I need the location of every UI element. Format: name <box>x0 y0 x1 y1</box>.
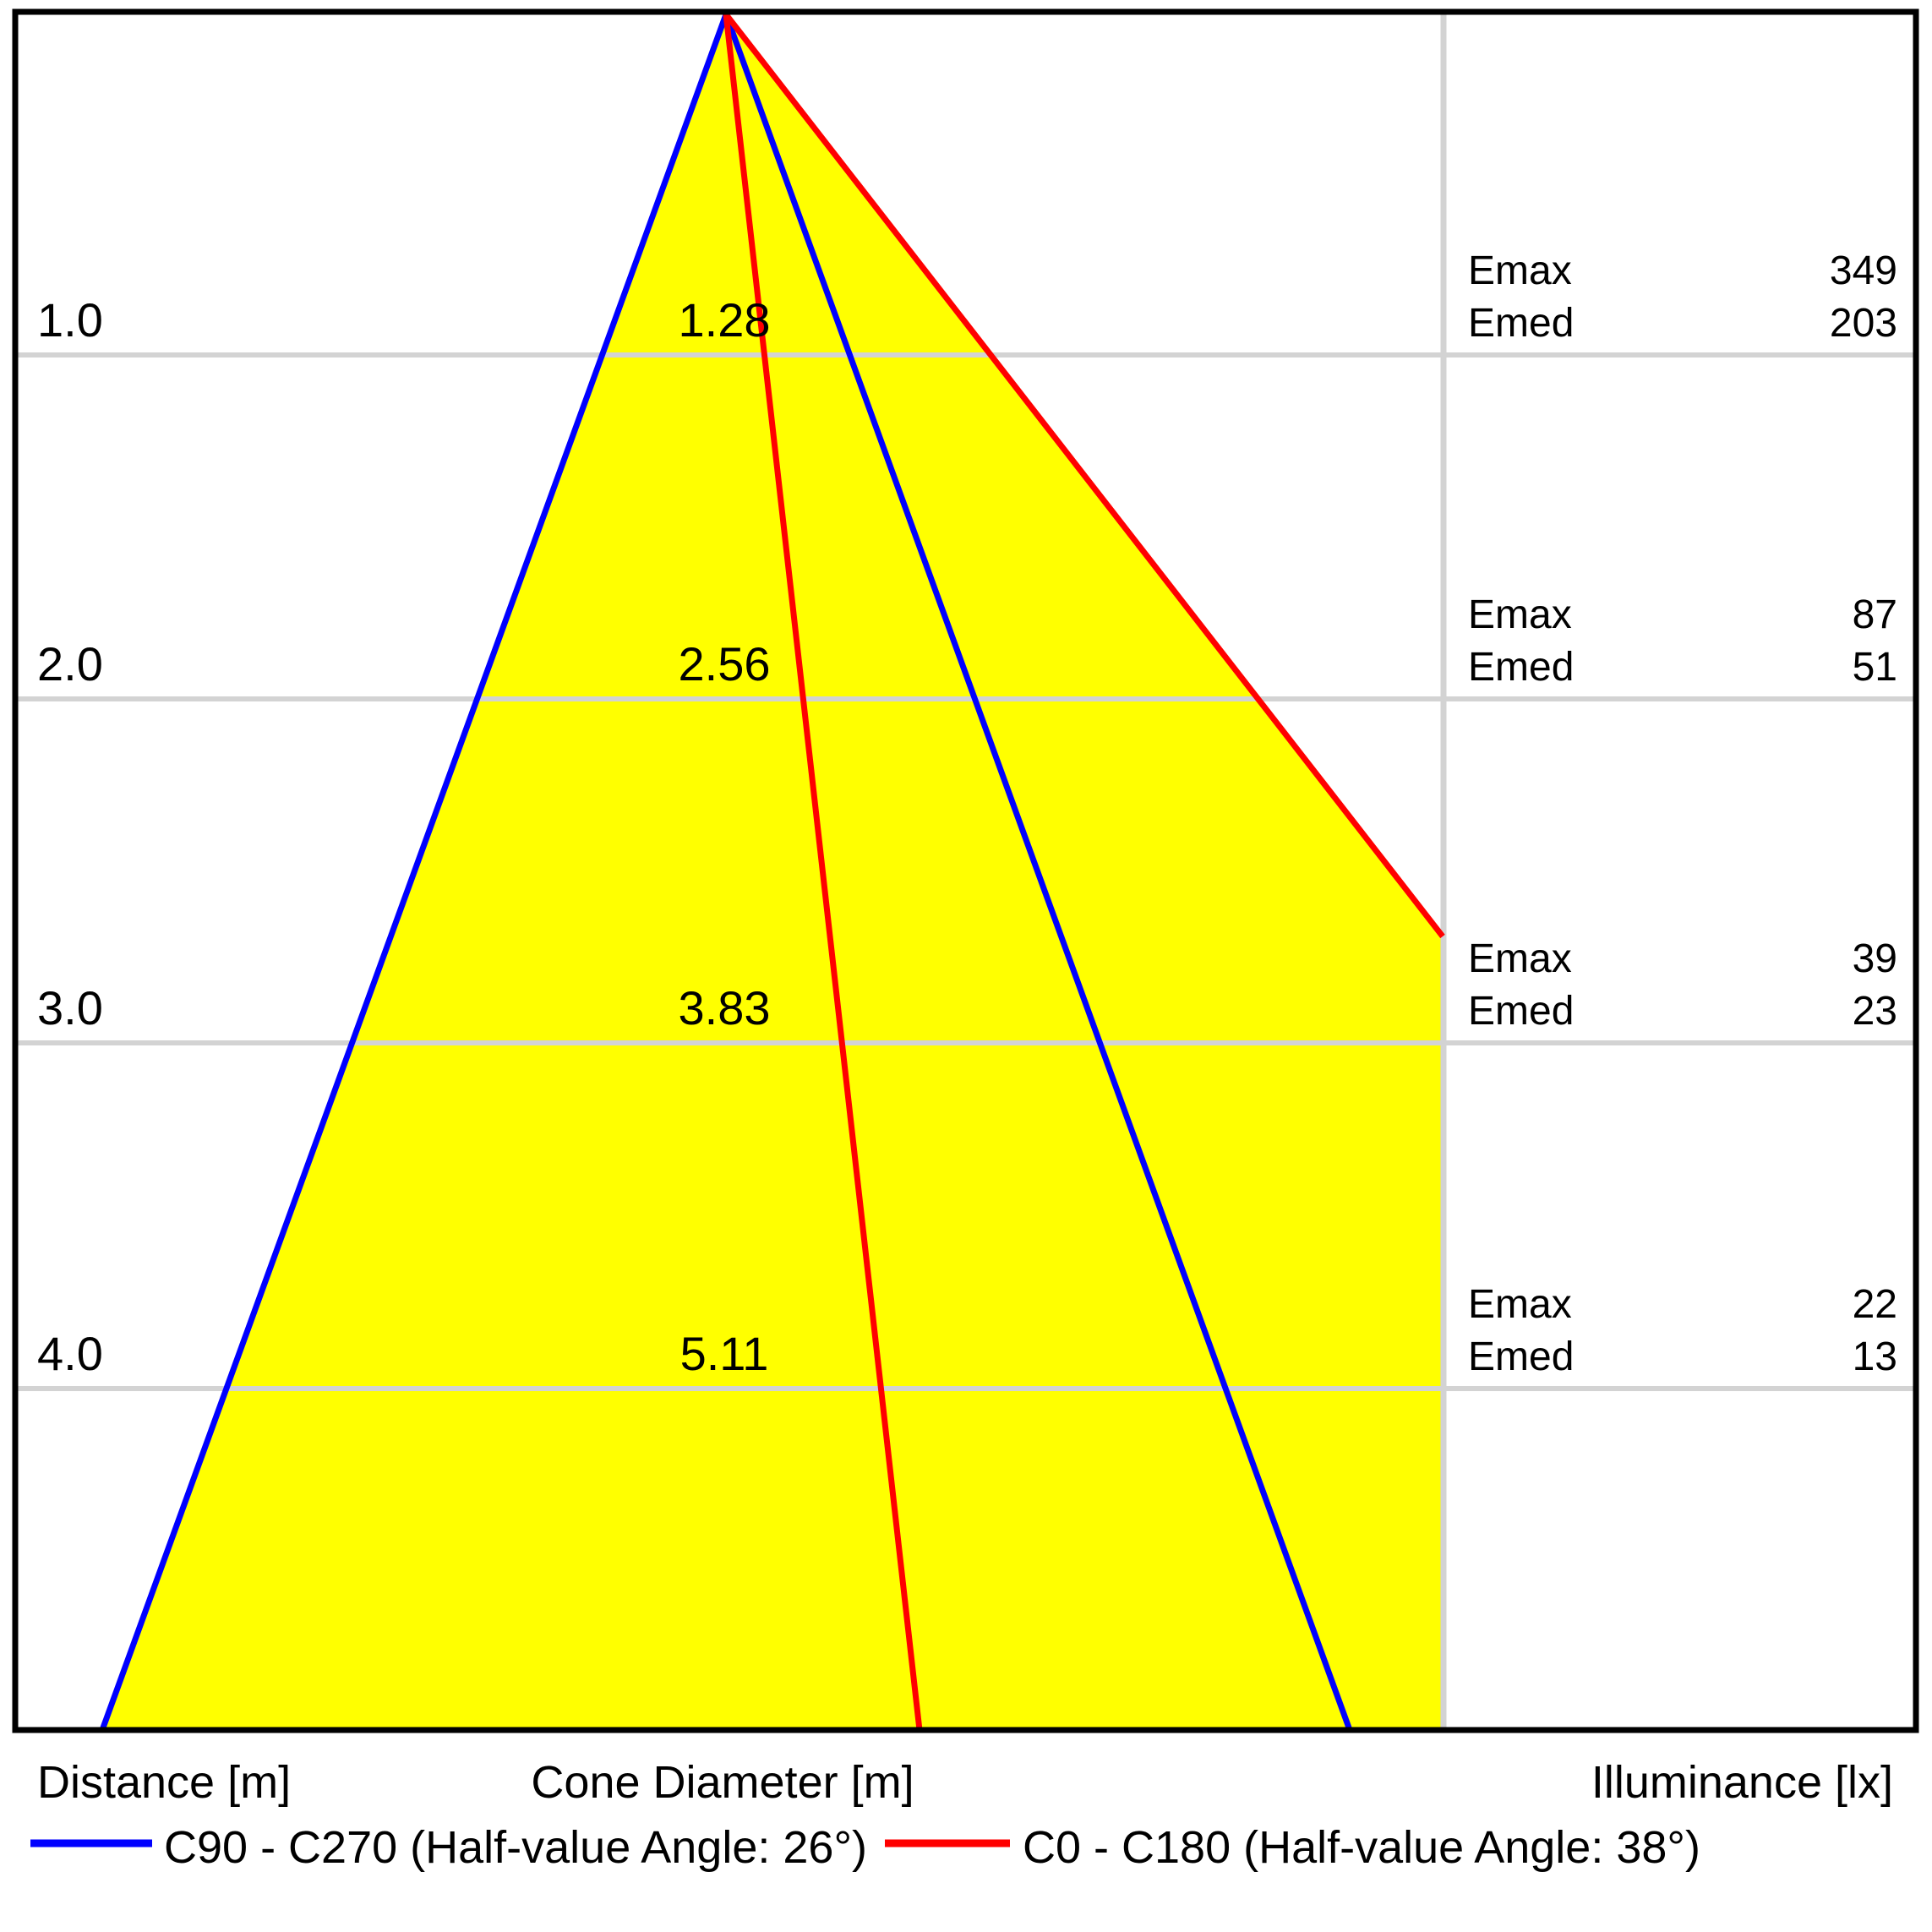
c0-right-line <box>723 12 1445 939</box>
c90-left-line <box>99 13 729 1732</box>
emax-label-1: Emax <box>1468 248 1572 293</box>
light-cone-fill <box>102 14 1443 1727</box>
cone-diameter-label-2: 2.56 <box>679 637 771 690</box>
distance-label-2: 2.0 <box>37 637 103 690</box>
chart-border <box>12 8 1919 1733</box>
c0-left-line <box>723 14 923 1731</box>
emax-label-2: Emax <box>1468 592 1572 637</box>
emax-value-4: 22 <box>1853 1282 1897 1327</box>
emax-label-4: Emax <box>1468 1282 1572 1327</box>
distance-axis-label: Distance [m] <box>37 1757 291 1808</box>
emax-value-1: 349 <box>1830 248 1897 293</box>
emax-value-2: 87 <box>1853 592 1897 637</box>
distance-label-1: 1.0 <box>37 293 103 347</box>
illuminance-axis-label: Illuminance [lx] <box>1591 1757 1893 1808</box>
emed-label-2: Emed <box>1468 645 1574 690</box>
cone-diameter-label-1: 1.28 <box>679 293 771 347</box>
emed-label-4: Emed <box>1468 1334 1574 1379</box>
c90-right-line <box>723 13 1353 1732</box>
legend-c0-label: C0 - C180 (Half-value Angle: 38°) <box>1023 1822 1700 1873</box>
legend-c90-label: C90 - C270 (Half-value Angle: 26°) <box>164 1822 867 1873</box>
distance-label-4: 4.0 <box>37 1327 103 1380</box>
emax-label-3: Emax <box>1468 936 1572 981</box>
emed-value-1: 203 <box>1830 301 1897 346</box>
emed-label-3: Emed <box>1468 989 1574 1034</box>
emed-value-4: 13 <box>1853 1334 1897 1379</box>
cone-diameter-label-3: 3.83 <box>679 981 771 1034</box>
emax-value-3: 39 <box>1853 936 1897 981</box>
emed-value-2: 51 <box>1853 645 1897 690</box>
distance-label-3: 3.0 <box>37 981 103 1034</box>
emed-value-3: 23 <box>1853 989 1897 1034</box>
cone-diameter-label-4: 5.11 <box>680 1327 769 1380</box>
cone-diameter-axis-label: Cone Diameter [m] <box>531 1757 914 1808</box>
emed-label-1: Emed <box>1468 301 1574 346</box>
